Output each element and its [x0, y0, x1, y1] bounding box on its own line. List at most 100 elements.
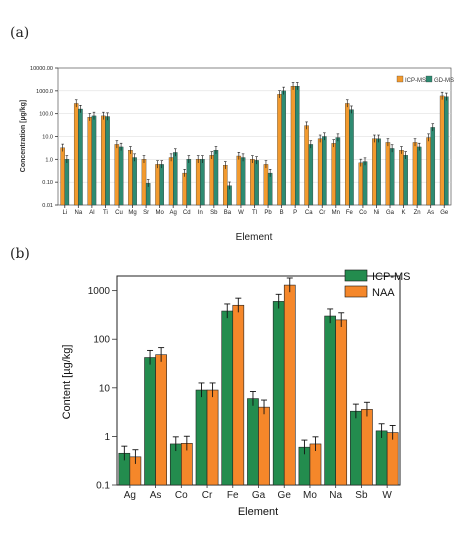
bar-gd-ms-ca — [308, 144, 314, 206]
bar-icp-ms-k — [399, 150, 404, 206]
bar-gd-ms-w — [240, 157, 246, 206]
panel-a-label: (a) — [10, 25, 29, 41]
bar-gd-ms-ni — [376, 138, 381, 206]
x-tick-label-mn: Mn — [332, 210, 340, 216]
bar-gd-ms-li — [64, 159, 70, 206]
x-tick-label-ag: Ag — [124, 490, 136, 501]
bar-gd-ms-na — [78, 108, 83, 206]
bar-gd-ms-ti — [105, 116, 110, 206]
x-tick-label-co: Co — [175, 490, 188, 501]
x-tick-label-ni: Ni — [374, 210, 380, 216]
bar-icp-ms-fe — [221, 310, 234, 486]
y-tick-label: 10.0 — [42, 134, 53, 140]
x-tick-label-as: As — [427, 210, 434, 216]
bar-naa-ga — [258, 406, 270, 486]
x-tick-label-fe: Fe — [346, 210, 354, 216]
panel-a-legend: ICP-MS GD-MS — [396, 75, 454, 84]
bar-icp-ms-ba — [223, 165, 228, 206]
x-tick-label-cr: Cr — [202, 490, 213, 501]
bar-gd-ms-sb — [213, 150, 219, 206]
x-tick-label-w: W — [238, 210, 244, 216]
panel-b-label: (b) — [10, 246, 30, 262]
x-tick-label-cu: Cu — [115, 210, 123, 216]
x-tick-label-li: Li — [62, 210, 67, 216]
bar-gd-ms-cr — [322, 136, 327, 206]
bar-icp-ms-co — [358, 162, 364, 206]
y-tick-label: 1000.0 — [36, 89, 53, 95]
legend-b-icp-ms-label: ICP-MS — [372, 271, 411, 283]
bar-icp-ms-mg — [128, 150, 133, 206]
y-tick-label: 1000 — [88, 286, 111, 297]
y-tick-label: 1.0 — [45, 157, 53, 163]
bar-icp-ms-sb — [350, 410, 362, 486]
bar-icp-ms-ge — [272, 301, 285, 486]
panel-a-x-axis-title: Element — [236, 232, 273, 243]
x-tick-label-sr: Sr — [143, 210, 149, 216]
bar-icp-ms-p — [290, 86, 296, 206]
bar-gd-ms-pb — [267, 172, 273, 206]
bar-icp-ms-ni — [372, 138, 377, 206]
y-tick-label: 0.01 — [42, 203, 53, 209]
bar-naa-na — [335, 319, 348, 486]
bar-naa-ge — [283, 284, 296, 486]
bar-icp-ms-mn — [331, 143, 336, 206]
panel-a-bars — [60, 82, 449, 206]
bar-icp-ms-b — [277, 94, 282, 206]
bar-gd-ms-b — [281, 90, 286, 206]
bar-gd-ms-al — [91, 115, 97, 206]
bar-gd-ms-ge — [444, 96, 449, 206]
legend-a-icp-ms-swatch — [396, 75, 404, 83]
x-tick-label-ga: Ga — [252, 490, 266, 501]
bar-gd-ms-cd — [186, 159, 192, 206]
x-tick-label-pb: Pb — [264, 210, 272, 216]
bar-icp-ms-ti — [101, 115, 106, 206]
x-tick-label-ca: Ca — [305, 210, 313, 216]
bar-icp-ms-na — [324, 315, 336, 486]
bar-icp-ms-cr — [195, 389, 208, 486]
x-tick-label-na: Na — [329, 490, 342, 501]
legend-b-naa-label: NAA — [372, 287, 395, 299]
panel-b-legend: ICP-MS NAA — [344, 269, 411, 299]
y-tick-label: 1 — [104, 432, 110, 443]
panel-b-x-axis-title: Element — [238, 506, 278, 518]
legend-b-icp-ms-swatch — [344, 269, 368, 282]
bar-gd-ms-ag — [173, 152, 178, 206]
bar-icp-ms-al — [87, 117, 93, 206]
x-tick-label-cd: Cd — [183, 210, 191, 216]
x-tick-label-ge: Ge — [440, 210, 449, 216]
bar-gd-ms-mg — [132, 157, 137, 206]
y-tick-label: 100 — [93, 335, 110, 346]
bar-icp-ms-as — [426, 137, 431, 206]
panel-a-y-axis-title: Concentration [µg/kg] — [20, 100, 27, 172]
x-tick-label-na: Na — [74, 210, 82, 216]
bar-icp-ms-fe — [345, 103, 350, 206]
bar-icp-ms-sb — [209, 155, 214, 206]
bar-gd-ms-p — [295, 86, 300, 206]
bar-icp-ms-ga — [247, 398, 259, 486]
y-tick-label: 10 — [99, 383, 111, 394]
x-tick-label-w: W — [382, 490, 392, 501]
legend-a-gd-ms-label: GD-MS — [434, 78, 454, 84]
panel-a-y-ticks: 10000.00 1000.0 100.0 10.0 1.0 0.10 0.01 — [30, 66, 58, 209]
bar-icp-ms-pb — [263, 164, 269, 206]
x-tick-label-co: Co — [359, 210, 367, 216]
legend-a-icp-ms-label: ICP-MS — [405, 78, 426, 84]
x-tick-label-sb: Sb — [355, 490, 368, 501]
bar-icp-ms-ca — [304, 125, 309, 206]
y-tick-label: 0.10 — [42, 180, 53, 186]
bar-icp-ms-cd — [182, 172, 187, 206]
panel-b-x-ticks: Ag As Co Cr Fe Ga Ge Mo Na Sb W — [124, 485, 392, 501]
bar-icp-ms-mo — [155, 164, 160, 206]
x-tick-label-k: K — [402, 210, 406, 216]
bar-gd-ms-in — [200, 159, 205, 206]
x-tick-label-b: B — [280, 210, 284, 216]
bar-icp-ms-cr — [317, 138, 323, 206]
x-tick-label-ga: Ga — [386, 210, 395, 216]
bar-gd-ms-cu — [118, 146, 124, 206]
bar-gd-ms-zn — [416, 146, 422, 206]
bar-icp-ms-cu — [114, 144, 120, 206]
x-tick-label-ge: Ge — [278, 490, 292, 501]
x-tick-label-fe: Fe — [227, 490, 239, 501]
x-tick-label-sb: Sb — [210, 210, 218, 216]
bar-naa-w — [386, 432, 399, 486]
